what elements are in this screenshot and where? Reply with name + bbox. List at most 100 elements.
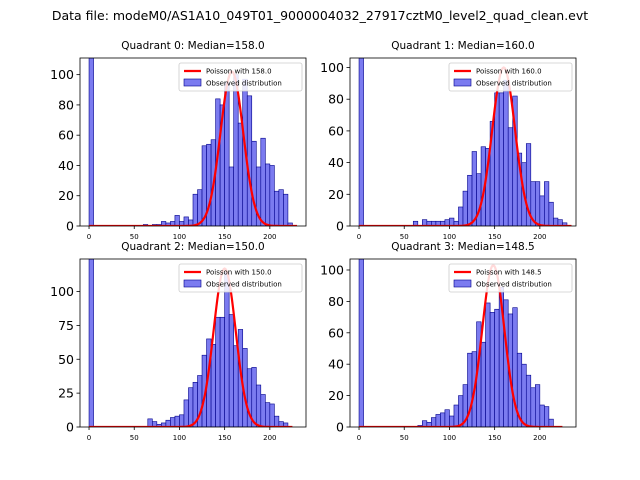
x-tick-label: 0 [357, 434, 361, 442]
histogram-bar [435, 414, 441, 427]
histogram-bar [539, 195, 545, 226]
y-tick-label: 20 [328, 388, 344, 403]
histogram-bar [260, 137, 266, 226]
histogram-bar [444, 409, 450, 427]
histogram-bar [525, 374, 532, 427]
legend: Poisson with 158.0 Observed distribution [178, 62, 303, 92]
histogram-bar [228, 166, 234, 226]
y-tick-label: 0 [336, 219, 344, 234]
figure-title: Data file: modeM0/AS1A10_049T01_90000040… [51, 8, 589, 23]
x-tick-label: 100 [173, 233, 186, 241]
quadrant-3-chart: Quadrant 3: Median=148.5 0 50 100 150 200 0 20 4… [320, 241, 577, 442]
histogram-bar [412, 220, 419, 226]
histogram-bars [88, 259, 289, 427]
histogram-bar [269, 165, 275, 226]
legend-label-observed: Observed distribution [206, 80, 282, 88]
histogram-bar [170, 417, 176, 427]
x-tick-label: 0 [87, 434, 91, 442]
x-tick-label: 150 [488, 434, 501, 442]
histogram-bar [458, 395, 464, 427]
histogram-bar [489, 312, 495, 427]
legend-label-observed: Observed distribution [476, 80, 552, 88]
histogram-bar [521, 363, 527, 427]
x-tick-label: 200 [263, 233, 276, 241]
x-tick-label: 50 [130, 434, 139, 442]
histogram-bar [278, 189, 284, 226]
poisson-fit-line [359, 264, 563, 427]
histogram-bar [274, 415, 280, 427]
histogram-bar [539, 404, 545, 427]
y-tick-label: 75 [58, 318, 74, 333]
histogram-bar [224, 272, 230, 427]
x-tick-label: 150 [218, 233, 231, 241]
axes-frame [349, 258, 577, 428]
histogram-bar [287, 222, 293, 226]
histogram-bar [449, 217, 455, 226]
histogram-bar [553, 217, 559, 226]
quadrant-0-chart: Quadrant 0: Median=158.0 0 50 100 150 200 0 20 4… [50, 40, 307, 241]
histogram-bar [544, 181, 550, 226]
legend-bar-swatch [453, 279, 472, 288]
histogram-bar [476, 173, 482, 226]
histogram-bar [467, 174, 473, 226]
histogram-bar [358, 259, 364, 427]
x-tick-label: 50 [400, 434, 409, 442]
x-tick-label: 200 [533, 434, 546, 442]
histogram-bar [548, 201, 554, 226]
poisson-fit-line [89, 267, 293, 427]
y-tick-label: 100 [50, 67, 74, 82]
histogram-bar [274, 190, 280, 226]
x-tick-label: 50 [130, 233, 139, 241]
legend-bar-swatch [183, 78, 202, 87]
histogram-bar [535, 384, 541, 427]
histogram-bar [507, 127, 514, 226]
y-tick-label: 40 [58, 158, 74, 173]
histogram-bar [219, 316, 225, 427]
x-tick-label: 50 [400, 233, 409, 241]
histogram-bar [237, 122, 244, 226]
histogram-bar [215, 316, 221, 427]
legend-label-poisson: Poisson with 158.0 [206, 68, 272, 76]
legend-label-poisson: Poisson with 148.5 [476, 269, 542, 277]
legend: Poisson with 148.5 Observed distribution [448, 263, 573, 293]
y-tick-label: 0 [66, 420, 74, 435]
histogram-bar [251, 140, 257, 226]
histogram-bar [544, 406, 550, 427]
histogram-bar [283, 193, 289, 226]
y-tick-label: 100 [320, 262, 344, 277]
histogram-bar [548, 418, 554, 427]
histogram-bar [265, 163, 271, 226]
histogram-bar [431, 417, 437, 427]
y-tick-label: 100 [320, 60, 344, 75]
legend-label-observed: Observed distribution [476, 281, 552, 289]
histogram-bar [530, 387, 536, 427]
x-tick-label: 100 [173, 434, 186, 442]
y-tick-label: 80 [58, 97, 74, 112]
quadrant-title: Quadrant 0: Median=158.0 [121, 40, 264, 52]
y-tick-label: 60 [328, 325, 344, 340]
histogram-bar [535, 181, 541, 226]
histogram-bar [147, 418, 153, 427]
histogram-bars [358, 58, 568, 226]
histogram-bar [246, 95, 253, 226]
quadrant-title: Quadrant 1: Median=160.0 [391, 40, 534, 52]
y-tick-label: 20 [328, 187, 344, 202]
poisson-fit-line [359, 66, 572, 226]
x-tick-label: 0 [357, 233, 361, 241]
histogram-bar [174, 215, 180, 226]
quadrant-title: Quadrant 3: Median=148.5 [391, 241, 534, 253]
y-tick-label: 80 [328, 92, 344, 107]
x-tick-label: 100 [443, 233, 456, 241]
y-tick-label: 80 [328, 294, 344, 309]
legend-label-observed: Observed distribution [206, 281, 282, 289]
histogram-bar [228, 314, 234, 427]
quadrant-title: Quadrant 2: Median=150.0 [121, 241, 264, 253]
legend-label-poisson: Poisson with 150.0 [206, 269, 272, 277]
histogram-bar [88, 259, 94, 427]
x-tick-label: 150 [218, 434, 231, 442]
x-tick-label: 0 [87, 233, 91, 241]
histogram-bar [449, 415, 455, 427]
y-tick-label: 50 [58, 352, 74, 367]
histogram-bar [260, 394, 266, 427]
